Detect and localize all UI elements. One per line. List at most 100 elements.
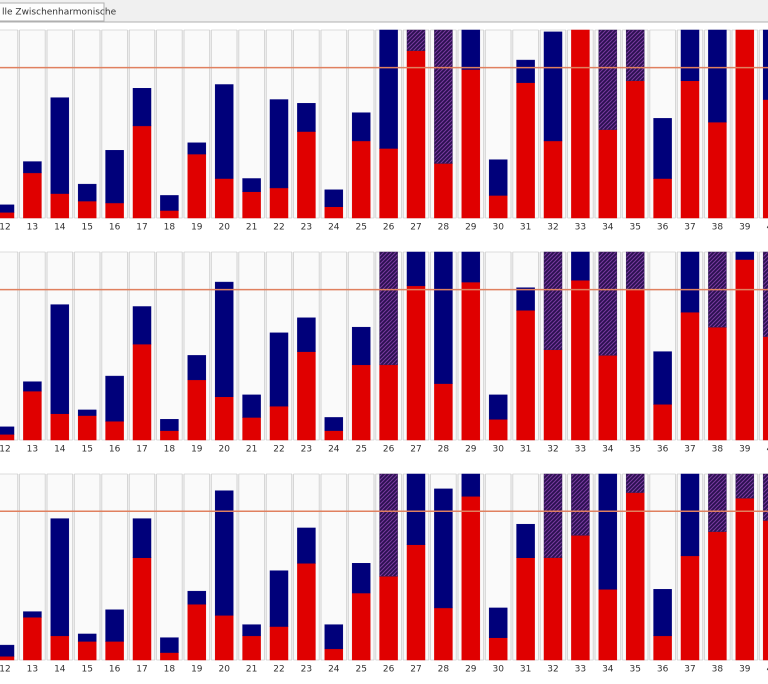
x-tick-label: 27 xyxy=(410,223,421,233)
bar-segment xyxy=(77,415,97,441)
bar-segment xyxy=(351,364,371,441)
x-tick-label: 12 xyxy=(0,665,11,675)
bar-segment xyxy=(488,394,508,420)
bar-segment xyxy=(269,187,289,219)
bar-segment xyxy=(708,531,727,661)
x-tick-label: 14 xyxy=(54,223,66,233)
x-tick-label: 31 xyxy=(520,665,531,675)
bar-segment xyxy=(625,251,645,290)
category-slot xyxy=(0,251,18,441)
x-tick-label: 40 xyxy=(766,665,768,675)
x-tick-label: 31 xyxy=(520,223,531,233)
x-tick-label: 34 xyxy=(602,223,614,233)
bar-segment xyxy=(708,326,727,441)
bar-segment xyxy=(351,140,371,219)
x-tick-label: 15 xyxy=(81,223,92,233)
bar-segment xyxy=(242,394,261,418)
bar-segment xyxy=(625,29,645,82)
category-slot xyxy=(74,251,101,441)
bar-segment xyxy=(406,473,426,545)
x-tick-label: 25 xyxy=(355,665,366,675)
x-tick-label: 26 xyxy=(383,665,395,675)
x-tick-label: 18 xyxy=(164,445,176,455)
bar-segment xyxy=(571,251,590,281)
x-tick-label: 24 xyxy=(328,665,340,675)
x-tick-label: 26 xyxy=(383,445,395,455)
bar-segment xyxy=(0,204,15,213)
bar-segment xyxy=(516,523,535,558)
bar-segment xyxy=(0,426,15,435)
bar-segment xyxy=(242,417,261,441)
bar-segment xyxy=(50,413,70,441)
bar-segment xyxy=(543,557,563,661)
bar-segment xyxy=(434,29,453,164)
bar-segment xyxy=(242,178,261,192)
x-tick-label: 33 xyxy=(575,223,586,233)
x-tick-label: 36 xyxy=(657,665,669,675)
bar-segment xyxy=(23,390,42,441)
bar-segment xyxy=(488,637,508,661)
bar-segment xyxy=(160,210,179,219)
bar-segment xyxy=(379,473,398,577)
bar-segment xyxy=(269,626,289,661)
x-tick-label: 39 xyxy=(739,665,751,675)
bar-segment xyxy=(297,103,316,132)
bar-segment xyxy=(105,420,124,441)
category-slot xyxy=(156,473,183,661)
bar-segment xyxy=(242,624,261,637)
bar-segment xyxy=(132,125,152,219)
bar-segment xyxy=(23,611,42,618)
bar-segment xyxy=(571,279,590,441)
bar-segment xyxy=(379,29,398,149)
tab[interactable] xyxy=(0,2,105,22)
bar-segment xyxy=(269,570,289,627)
x-tick-label: 29 xyxy=(465,445,477,455)
bar-segment xyxy=(214,178,234,219)
bar-segment xyxy=(434,251,453,384)
bar-segment xyxy=(351,326,371,366)
tab-label: lle Zwischenharmonische xyxy=(2,8,117,18)
bar-segment xyxy=(242,191,261,219)
bar-segment xyxy=(105,150,124,204)
x-tick-label: 34 xyxy=(602,445,614,455)
bar-segment xyxy=(762,520,768,661)
category-slot xyxy=(74,473,101,661)
bar-segment xyxy=(488,195,508,219)
bar-segment xyxy=(105,375,124,422)
bar-segment xyxy=(461,29,481,70)
x-tick-label: 28 xyxy=(438,223,450,233)
bar-segment xyxy=(625,80,645,219)
bar-segment xyxy=(297,527,316,564)
x-tick-label: 24 xyxy=(328,223,340,233)
x-tick-label: 15 xyxy=(81,665,92,675)
bar-segment xyxy=(598,29,618,130)
x-tick-label: 38 xyxy=(712,445,724,455)
bar-segment xyxy=(680,29,700,82)
bar-segment xyxy=(762,336,768,441)
bar-segment xyxy=(214,490,234,616)
bar-segment xyxy=(379,576,398,661)
x-tick-label: 29 xyxy=(465,665,477,675)
bar-segment xyxy=(406,251,426,287)
bar-segment xyxy=(653,589,672,637)
bar-segment xyxy=(571,29,590,219)
x-tick-label: 19 xyxy=(191,445,203,455)
x-tick-label: 21 xyxy=(246,223,257,233)
bar-segment xyxy=(379,251,398,366)
bar-segment xyxy=(543,349,563,441)
x-tick-label: 15 xyxy=(81,445,92,455)
x-tick-label: 14 xyxy=(54,665,66,675)
bar-segment xyxy=(324,189,344,207)
bar-segment xyxy=(461,496,481,661)
bar-segment xyxy=(160,637,179,653)
bar-segment xyxy=(50,518,70,637)
tab-bar xyxy=(0,0,768,22)
x-tick-label: 26 xyxy=(383,223,395,233)
bar-segment xyxy=(324,206,344,219)
x-tick-label: 34 xyxy=(602,665,614,675)
bar-segment xyxy=(214,396,234,441)
bar-segment xyxy=(406,285,426,441)
x-tick-label: 35 xyxy=(629,445,640,455)
bar-segment xyxy=(406,544,426,661)
x-tick-label: 20 xyxy=(218,223,230,233)
